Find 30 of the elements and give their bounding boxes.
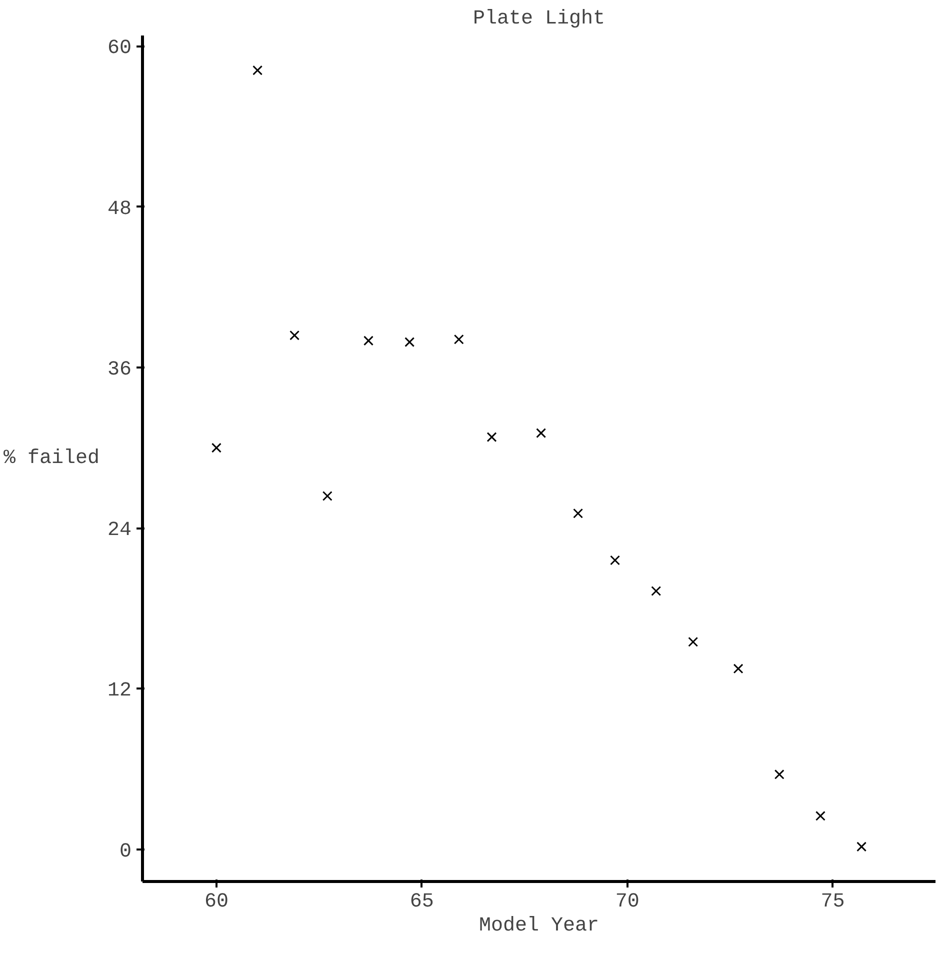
y-tick-label: 48 [107,198,132,221]
y-tick-label: 60 [107,37,132,60]
point [252,65,263,76]
x-tick-label: 70 [615,890,640,914]
point [815,810,826,821]
point [536,428,546,438]
point [404,337,415,348]
x-tick-label: 75 [820,890,845,914]
x-tick-label: 60 [204,890,228,914]
point [290,330,300,340]
point [363,336,374,346]
point [454,334,464,344]
point [211,442,222,453]
point [573,508,584,518]
point [856,842,867,852]
x-axis-title: Model Year [478,914,600,938]
y-tick-label: 36 [107,358,132,382]
point [688,636,698,647]
y-tick-label: 12 [107,680,132,703]
chart-title: Plate Light [472,8,606,30]
point [322,490,332,501]
point [610,555,620,566]
y-tick-label: 0 [120,840,132,864]
point [774,769,784,780]
y-tick-label: 24 [107,519,132,542]
point [651,586,662,596]
point [733,664,744,674]
y-axis-title: % failed [3,447,100,470]
point [486,432,497,442]
x-tick-label: 65 [410,890,434,914]
